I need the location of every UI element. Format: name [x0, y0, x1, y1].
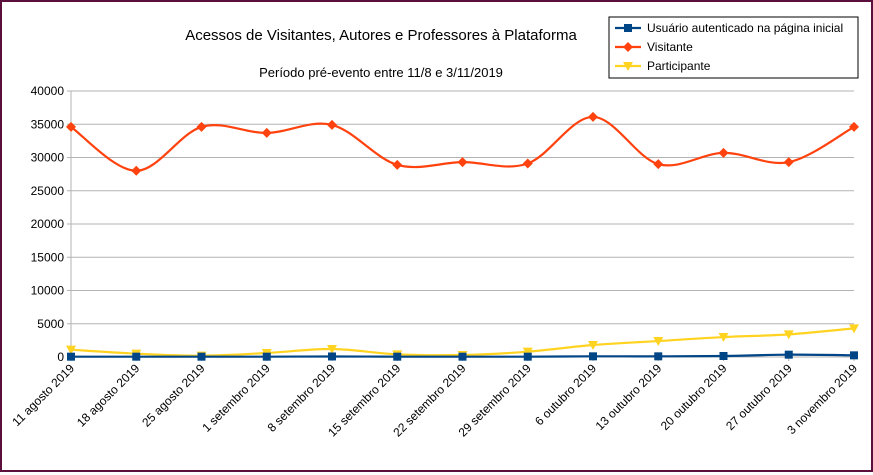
legend-swatch-marker	[623, 42, 633, 52]
chart-title: Acessos de Visitantes, Autores e Profess…	[185, 27, 577, 44]
data-point	[197, 352, 206, 361]
data-point	[196, 121, 207, 132]
data-point	[588, 341, 598, 351]
data-point	[849, 324, 859, 334]
data-point	[393, 352, 402, 361]
data-point	[653, 159, 664, 170]
data-point	[784, 350, 793, 359]
y-tick-label: 10000	[31, 284, 65, 298]
data-point	[589, 352, 597, 361]
data-point	[132, 352, 141, 361]
data-point	[522, 158, 533, 169]
data-point	[131, 165, 142, 176]
x-tick-label: 8 setembro 2019	[265, 361, 339, 435]
y-tick-label: 30000	[31, 151, 65, 165]
data-point	[588, 111, 598, 122]
data-point	[783, 330, 794, 340]
data-point	[849, 121, 859, 132]
data-point	[458, 352, 467, 361]
x-tick-label: 3 novembro 2019	[784, 361, 860, 437]
x-tick-label: 27 outubro 2019	[723, 361, 795, 433]
gridlines	[71, 90, 854, 358]
data-point	[719, 352, 728, 361]
data-point	[457, 157, 468, 168]
x-tick-label: 18 agosto 2019	[74, 361, 143, 430]
legend-swatch-marker	[624, 24, 632, 32]
legend-box	[608, 16, 859, 79]
chart-subtitle: Período pré-evento entre 11/8 e 3/11/201…	[259, 65, 503, 80]
data-point	[67, 352, 75, 361]
data-point	[262, 352, 271, 361]
legend-label: Visitante	[647, 40, 693, 54]
legend-label: Participante	[647, 59, 711, 73]
data-point	[327, 119, 337, 130]
data-point	[850, 351, 858, 360]
data-point	[261, 127, 272, 138]
series-0	[67, 350, 858, 361]
data-point	[718, 147, 729, 158]
y-tick-label: 40000	[31, 84, 65, 98]
data-point	[523, 352, 532, 361]
data-point	[654, 352, 663, 361]
x-tick-label: 11 agosto 2019	[9, 361, 77, 429]
data-point	[392, 159, 403, 170]
y-tick-label: 0	[57, 350, 64, 364]
y-tick-label: 20000	[31, 217, 65, 231]
y-tick-label: 5000	[37, 317, 64, 331]
legend: Usuário autenticado na página inicial Vis…	[608, 16, 859, 79]
y-tick-label: 15000	[31, 250, 65, 264]
x-tick-label: 1 setembro 2019	[199, 361, 273, 435]
data-point	[328, 352, 336, 361]
x-tick-label: 25 agosto 2019	[139, 361, 208, 430]
data-point	[653, 337, 664, 347]
data-point	[522, 347, 533, 357]
y-tick-label: 25000	[31, 184, 65, 198]
x-tick-label: 29 setembro 2019	[456, 361, 535, 440]
data-point	[66, 121, 76, 132]
legend-swatch-marker	[623, 62, 633, 71]
x-tick-label: 13 outubro 2019	[593, 361, 665, 433]
series-1	[66, 111, 859, 176]
series-group	[66, 111, 859, 361]
data-point	[327, 345, 337, 355]
x-tick-label: 20 outubro 2019	[658, 361, 730, 433]
legend-label: Usuário autenticado na página inicial	[647, 21, 843, 35]
data-point	[718, 333, 729, 343]
x-tick-label: 6 outubro 2019	[532, 361, 599, 428]
data-point	[783, 157, 794, 168]
y-tick-label: 35000	[31, 117, 65, 131]
y-axis: 0 5000 10000 15000 20000 25000 30000 35000 40000	[31, 84, 72, 364]
data-point	[66, 345, 76, 355]
